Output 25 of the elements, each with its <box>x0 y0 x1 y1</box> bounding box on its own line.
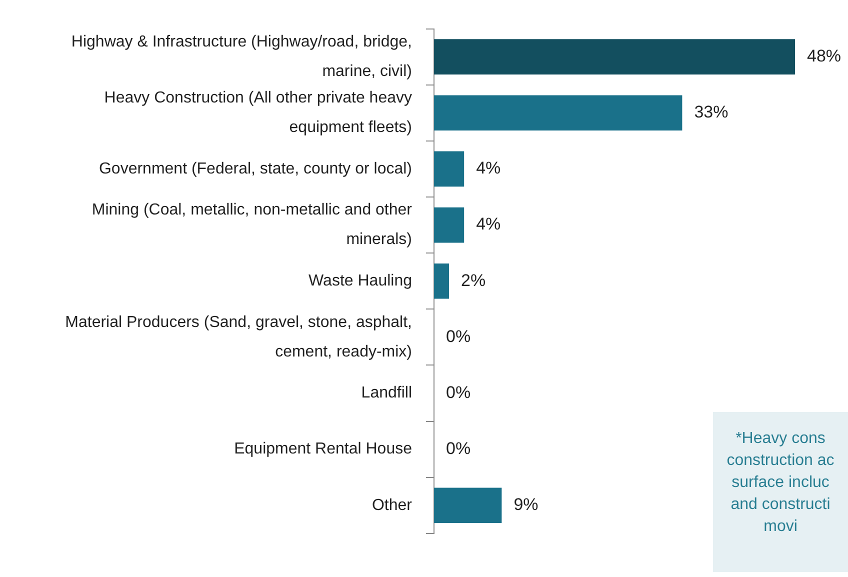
y-tick-label: Other <box>372 496 413 514</box>
data-label: 0% <box>446 382 471 402</box>
data-label: 4% <box>476 214 501 234</box>
y-tick-label: Material Producers (Sand, gravel, stone, asphalt, cement, ready-mix) <box>65 314 412 360</box>
y-tick-label: Government (Federal, state, county or local) <box>98 160 412 178</box>
bar <box>434 488 502 524</box>
y-tick-label: Landfill <box>361 384 412 402</box>
bar <box>434 151 464 187</box>
y-tick-label: Highway & Infrastructure (Highway/road, bridge, marine, civil) <box>71 33 412 80</box>
bar <box>434 207 464 243</box>
data-label: 48% <box>807 46 842 66</box>
bar <box>434 39 795 74</box>
bar <box>434 95 682 131</box>
data-label: 9% <box>514 495 538 514</box>
data-label: 0% <box>446 438 471 458</box>
data-label: 33% <box>694 102 728 122</box>
y-tick-label: Waste Hauling <box>308 272 412 290</box>
y-tick-label: Heavy Construction (All other private heavy equipment fleets) <box>104 90 412 136</box>
note-box: *Heavy cons construction ac surface incluc and constructi movi <box>713 412 848 572</box>
bar <box>434 263 450 299</box>
y-tick-label: Mining (Coal, metallic, non-metallic and other minerals) <box>92 202 413 248</box>
y-tick-label: Equipment Rental House <box>234 440 412 458</box>
data-label: 2% <box>461 270 486 290</box>
data-label: 0% <box>446 326 471 346</box>
data-label: 4% <box>476 158 501 178</box>
